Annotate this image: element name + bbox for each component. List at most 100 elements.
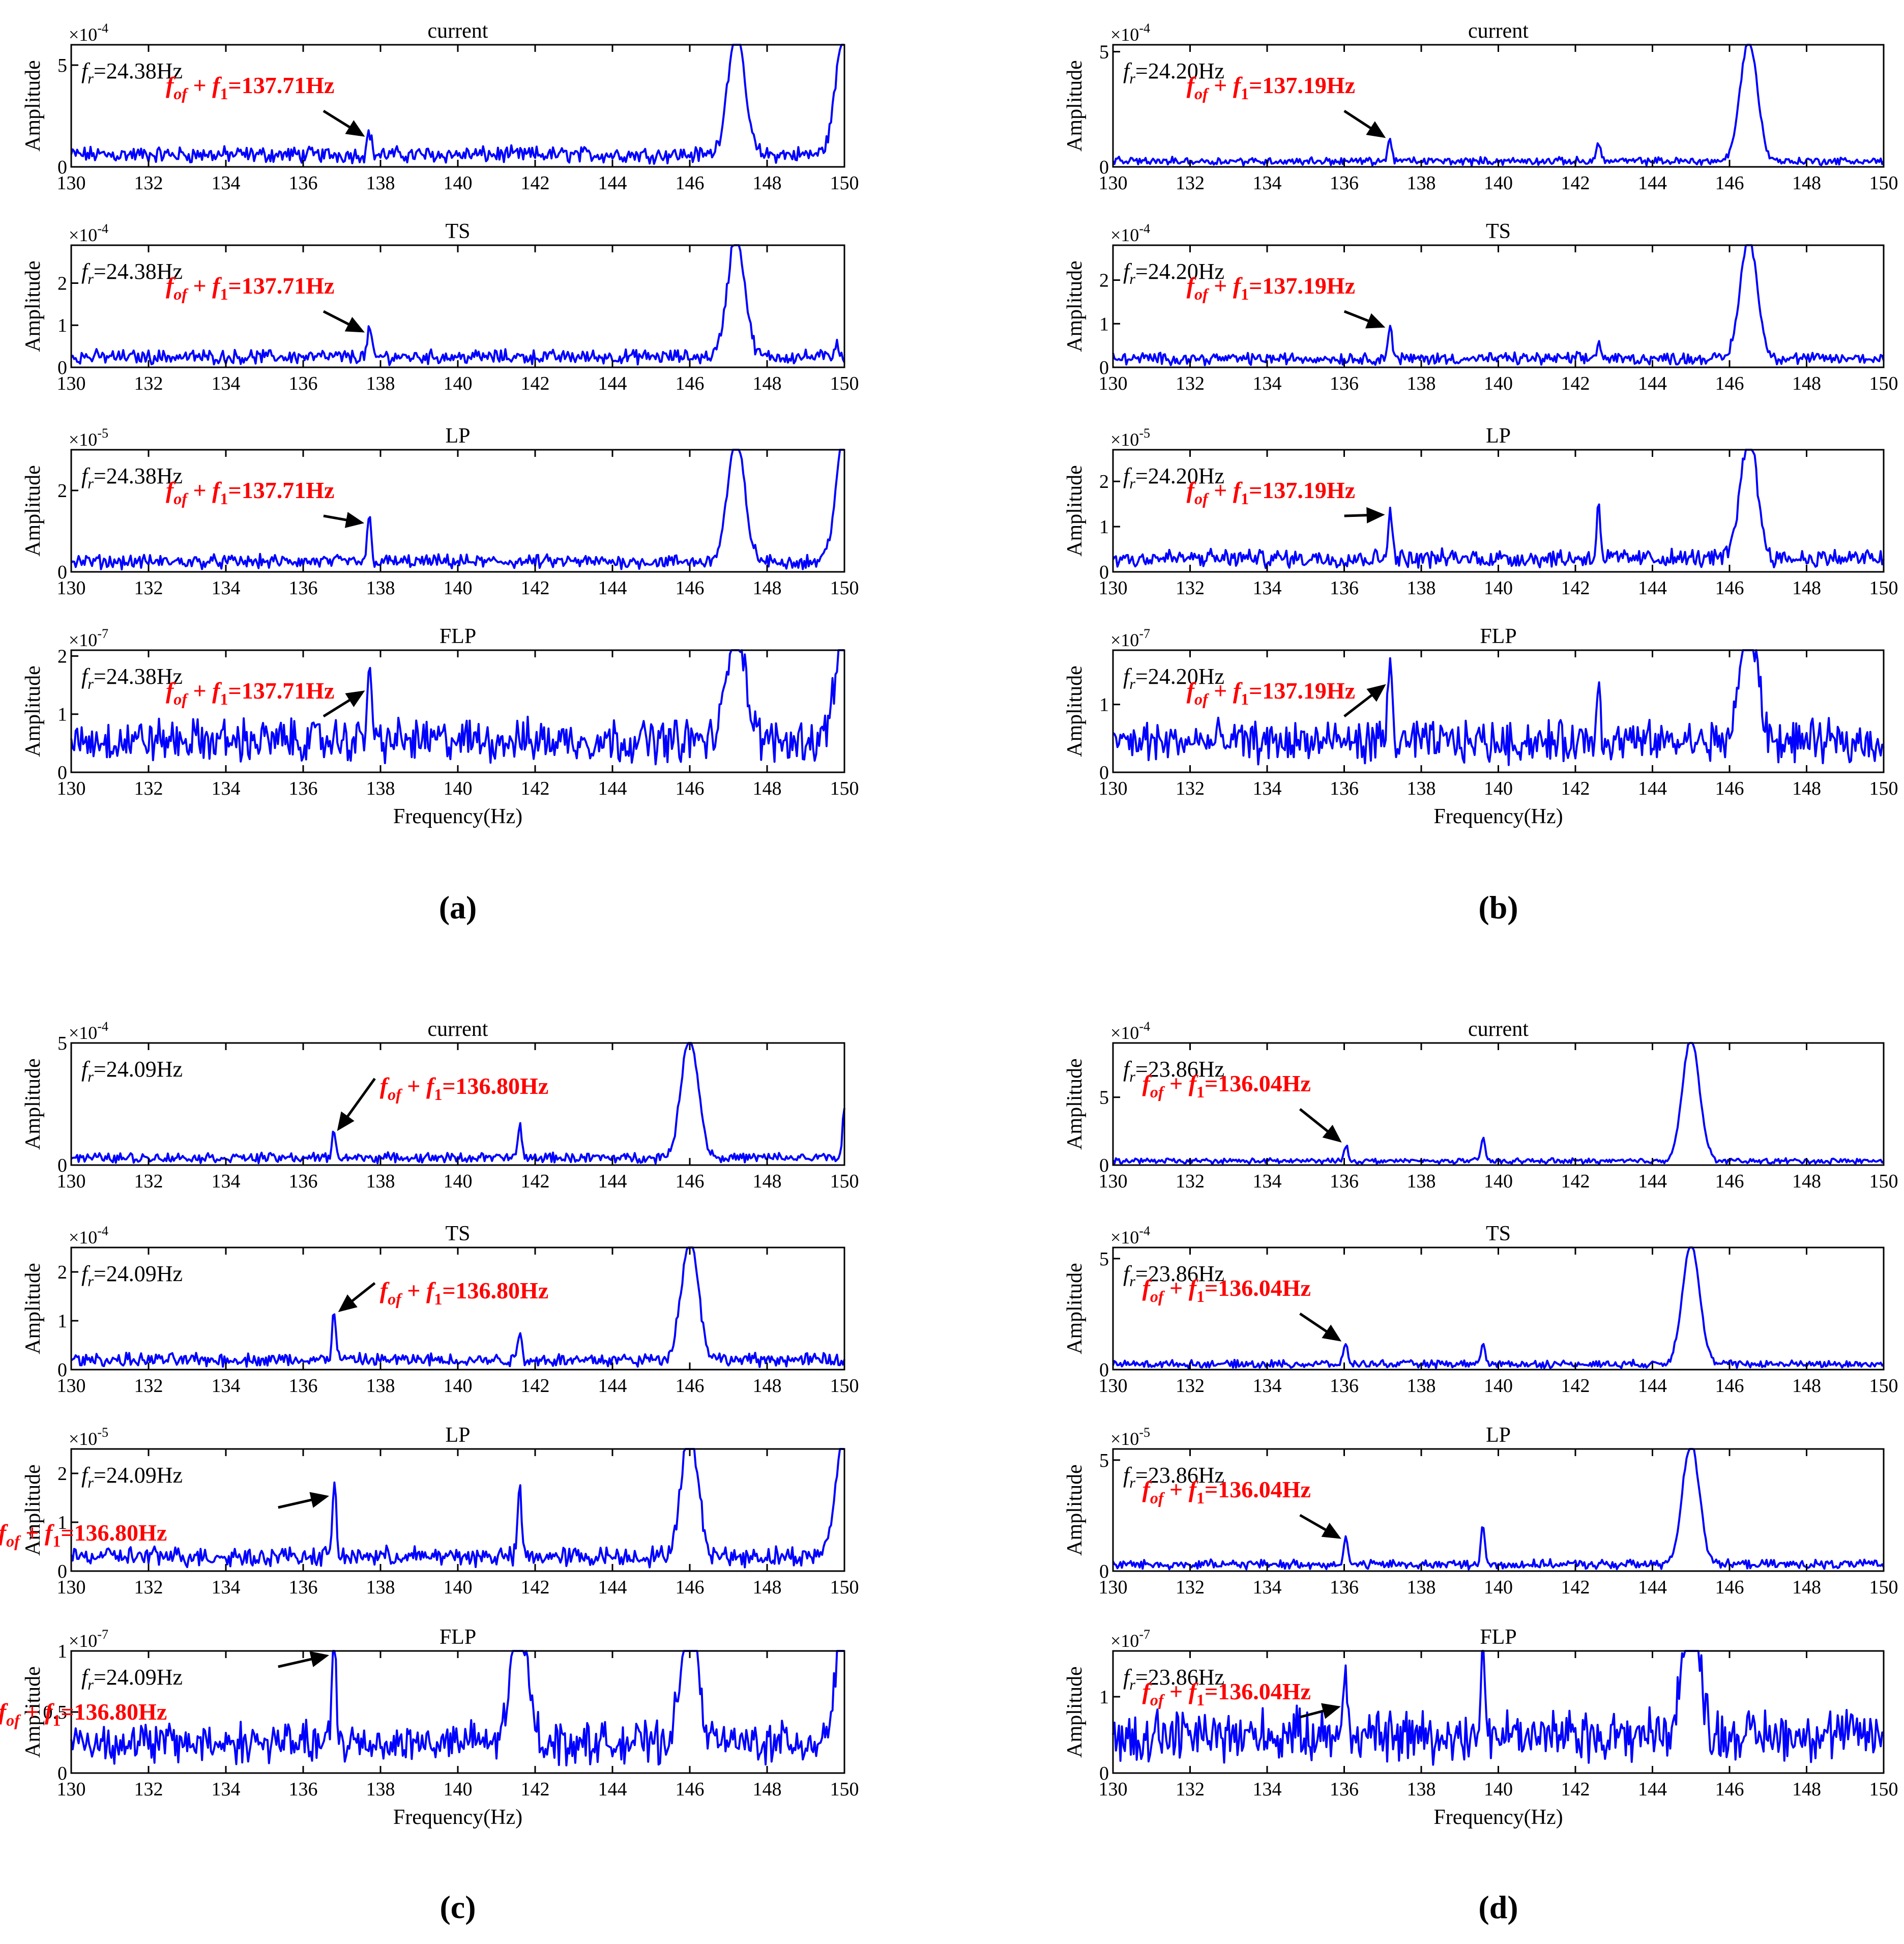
x-tick-label: 138: [366, 1577, 395, 1598]
f1-subscript: 1: [1241, 285, 1249, 303]
x-tick-label: 136: [289, 778, 318, 799]
axis-exponent: ×10-7: [1110, 626, 1150, 650]
x-tick-label: 140: [444, 577, 473, 599]
x-tick-label: 144: [1638, 1779, 1667, 1800]
y-tick-label: 0: [1099, 357, 1109, 379]
y-axis-label: Amplitude: [21, 1464, 45, 1556]
x-tick-label: 138: [366, 172, 395, 194]
axis-exponent: ×10-4: [69, 21, 108, 45]
fr-label: fr=24.20Hz: [1123, 59, 1224, 87]
peak-frequency: =136.80Hz: [442, 1278, 548, 1303]
x-tick-label: 130: [1099, 373, 1128, 394]
f1-symbol: f: [212, 477, 222, 503]
x-tick-label: 142: [521, 1171, 550, 1192]
peak-frequency: =137.71Hz: [228, 477, 334, 503]
x-tick-label: 142: [1561, 1577, 1590, 1598]
spectrum-line: [70, 1650, 844, 1766]
y-tick-label: 2: [1099, 471, 1109, 492]
arrow-shaft: [323, 109, 353, 130]
fr-value: 24.20: [1148, 259, 1198, 284]
x-tick-label: 130: [1099, 1171, 1128, 1192]
subplot-current: 130 132 134 136 138 140 142 144 146 148 150 0 5 ×10-4…: [1063, 1018, 1898, 1192]
y-axis-label: Amplitude: [1063, 665, 1087, 757]
x-tick-label: 130: [57, 778, 86, 799]
y-axis-label: Amplitude: [1063, 465, 1087, 557]
x-tick-label: 144: [598, 1577, 627, 1598]
x-tick-label: 130: [1099, 1577, 1128, 1598]
fof-subscript: of: [1194, 489, 1210, 508]
subplot-title: FLP: [440, 1626, 476, 1649]
fr-unit: Hz: [1198, 1665, 1224, 1690]
x-tick-label: 140: [1484, 373, 1513, 394]
x-tick-label: 148: [1792, 373, 1821, 394]
exponent-power: -5: [1139, 1425, 1150, 1440]
exponent-power: -4: [1139, 1019, 1150, 1034]
x-tick-label: 134: [212, 778, 241, 799]
y-tick-label: 0.5: [43, 1702, 68, 1723]
fr-unit: Hz: [157, 664, 183, 689]
y-axis-label: Amplitude: [21, 465, 45, 557]
plus-sign: +: [1164, 1275, 1189, 1301]
spectrum-line: [1112, 449, 1885, 569]
fr-value: 24.09: [106, 1261, 157, 1286]
x-tick-label: 132: [134, 373, 163, 394]
fof-symbol: f: [380, 1073, 390, 1099]
f1-subscript: 1: [1196, 1489, 1205, 1507]
arrow-head: [1366, 684, 1386, 702]
x-tick-label: 142: [521, 577, 550, 599]
x-tick-label: 146: [1715, 1577, 1744, 1598]
y-tick-label: 1: [57, 315, 67, 336]
f1-subscript: 1: [220, 690, 228, 708]
fr-value: 24.09: [106, 1463, 157, 1488]
x-tick-label: 140: [444, 1577, 473, 1598]
x-tick-label: 142: [521, 172, 550, 194]
x-tick-label: 146: [676, 577, 705, 599]
y-axis-label: Amplitude: [21, 260, 45, 352]
subplot-lp: 130 132 134 136 138 140 142 144 146 148 150 0 1 2×10-…: [0, 1424, 859, 1598]
fr-equals: =: [94, 1665, 106, 1690]
x-tick-label: 138: [1407, 1375, 1436, 1397]
fr-unit: Hz: [157, 1665, 183, 1690]
x-tick-label: 146: [676, 172, 705, 194]
fof-subscript: of: [1150, 1083, 1165, 1101]
fr-equals: =: [94, 1261, 106, 1286]
spectrum-line: [1112, 244, 1885, 366]
x-tick-label: 146: [1715, 1171, 1744, 1192]
plus-sign: +: [1164, 1476, 1189, 1502]
x-tick-label: 146: [1715, 172, 1744, 194]
y-tick-label: 2: [57, 273, 67, 294]
y-tick-label: 5: [1099, 1087, 1109, 1109]
x-tick-label: 134: [1253, 1171, 1282, 1192]
x-tick-label: 144: [1638, 373, 1667, 394]
x-tick-label: 134: [1253, 577, 1282, 599]
arrow-shaft: [323, 698, 353, 718]
x-tick-label: 146: [676, 1171, 705, 1192]
arrow-shaft: [278, 1498, 315, 1509]
x-tick-label: 130: [1099, 1375, 1128, 1397]
axis-exponent: ×10-4: [1110, 1224, 1150, 1247]
fr-value: 24.38: [106, 463, 157, 488]
f1-symbol: f: [1189, 1070, 1199, 1096]
x-tick-label: 150: [1869, 1171, 1898, 1192]
x-tick-label: 134: [212, 1577, 241, 1598]
x-tick-label: 130: [1099, 577, 1128, 599]
axis-exponent: ×10-7: [69, 1627, 108, 1651]
fr-value: 23.86: [1148, 1463, 1198, 1488]
panel-label: (d): [1478, 1889, 1518, 1925]
x-tick-label: 148: [1792, 577, 1821, 599]
x-tick-label: 142: [1561, 172, 1590, 194]
fr-equals: =: [1135, 1463, 1148, 1488]
y-tick-label: 0: [57, 1359, 67, 1381]
subplot-title: TS: [1486, 220, 1511, 243]
y-axis-label: Amplitude: [1063, 1464, 1087, 1556]
fr-label: fr=24.20Hz: [1123, 664, 1224, 692]
x-tick-label: 138: [1407, 172, 1436, 194]
arrow-shaft: [1299, 1709, 1327, 1719]
x-tick-label: 148: [1792, 1577, 1821, 1598]
fr-subscript: r: [87, 1273, 94, 1290]
fr-subscript: r: [1129, 1474, 1135, 1491]
fof-subscript: of: [173, 690, 189, 708]
x-tick-label: 132: [1176, 1375, 1205, 1397]
y-axis-label: Amplitude: [21, 1058, 45, 1150]
